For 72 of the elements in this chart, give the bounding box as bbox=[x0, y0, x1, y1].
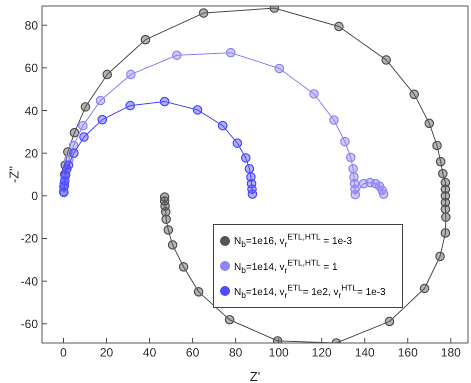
point bbox=[274, 64, 284, 74]
point bbox=[192, 105, 202, 115]
point bbox=[424, 118, 434, 128]
point bbox=[340, 136, 350, 146]
point bbox=[198, 8, 208, 18]
x-tick-label: 140 bbox=[354, 346, 376, 360]
point bbox=[420, 284, 430, 294]
point bbox=[226, 48, 236, 58]
x-axis-title: Z' bbox=[250, 369, 260, 383]
x-tick-label: 120 bbox=[312, 346, 332, 360]
x-tick-label: 0 bbox=[60, 346, 68, 360]
x-tick-label: 60 bbox=[186, 346, 200, 360]
point bbox=[435, 252, 445, 262]
x-tick-label: 20 bbox=[100, 346, 114, 360]
point bbox=[436, 156, 446, 167]
legend-label: N$_{b}$=1e14, v$_{r}$$^{ETL,HTL}$ = 1 bbox=[234, 257, 338, 275]
point bbox=[69, 148, 79, 158]
point bbox=[79, 132, 89, 142]
point bbox=[125, 100, 136, 110]
point bbox=[224, 314, 234, 325]
point bbox=[64, 160, 74, 170]
point bbox=[161, 214, 171, 224]
point bbox=[96, 96, 106, 106]
point bbox=[440, 228, 450, 238]
point bbox=[218, 120, 228, 130]
point bbox=[346, 152, 356, 162]
point bbox=[78, 120, 88, 130]
point bbox=[432, 140, 442, 150]
point bbox=[378, 189, 388, 199]
point bbox=[172, 50, 182, 60]
point bbox=[440, 178, 450, 188]
point bbox=[329, 115, 339, 125]
point bbox=[240, 153, 251, 163]
point bbox=[350, 190, 360, 200]
point bbox=[309, 89, 319, 99]
y-tick-label: 40 bbox=[24, 104, 38, 118]
y-tick-label: 60 bbox=[24, 61, 38, 76]
x-tick-label: 40 bbox=[142, 346, 157, 360]
y-tick-label: -20 bbox=[20, 232, 38, 246]
point bbox=[97, 114, 108, 124]
point bbox=[178, 262, 188, 272]
point bbox=[381, 55, 392, 65]
point bbox=[102, 70, 112, 80]
y-tick-label: -40 bbox=[20, 274, 38, 288]
point bbox=[232, 138, 242, 148]
x-tick-label: 80 bbox=[228, 346, 243, 360]
point bbox=[194, 287, 204, 297]
point bbox=[384, 316, 394, 326]
point bbox=[126, 70, 136, 80]
point bbox=[70, 128, 80, 138]
point bbox=[140, 34, 150, 44]
y-tick-label: 80 bbox=[24, 18, 38, 32]
point bbox=[348, 164, 358, 174]
point bbox=[163, 225, 174, 235]
point bbox=[80, 102, 90, 112]
y-tick-label: 20 bbox=[24, 146, 38, 160]
point bbox=[160, 96, 170, 106]
y-axis-title: -Z'' bbox=[6, 166, 22, 184]
text: N$_{b}$=1e14, v$_{r}$$^{ETL}$= 1e2, v$_{r}$$^{HTL}$= 1e-3 bbox=[234, 282, 386, 300]
point bbox=[438, 168, 448, 178]
x-tick-label: 100 bbox=[268, 346, 289, 360]
point bbox=[168, 240, 178, 250]
y-tick-label: 0 bbox=[31, 189, 38, 204]
point bbox=[409, 90, 420, 100]
point bbox=[244, 164, 254, 174]
x-tick-label: 160 bbox=[398, 346, 418, 360]
x-tick-label: 180 bbox=[440, 346, 462, 360]
y-tick-label: -60 bbox=[20, 317, 38, 332]
point bbox=[334, 22, 344, 32]
point bbox=[441, 212, 451, 222]
legend-label: N$_{b}$=1e16, v$_{r}$$^{ETL,HTL}$ = 1e-3 bbox=[234, 232, 352, 250]
point bbox=[248, 189, 258, 199]
